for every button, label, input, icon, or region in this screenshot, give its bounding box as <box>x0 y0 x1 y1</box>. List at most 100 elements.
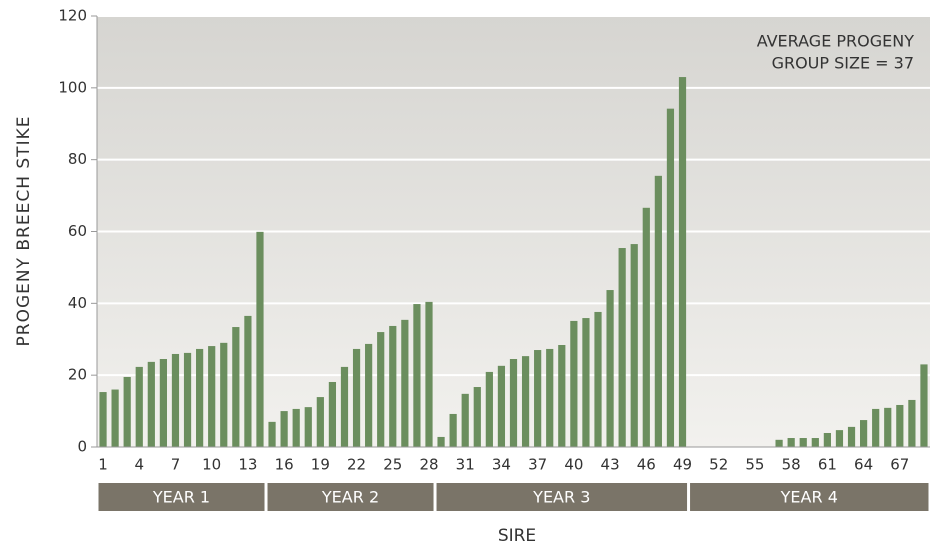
x-tick-label: 22 <box>347 456 366 474</box>
bar <box>425 301 433 447</box>
group-band <box>98 483 265 511</box>
x-tick-label: 31 <box>456 456 475 474</box>
x-tick-label: 16 <box>275 456 294 474</box>
bar <box>437 436 445 447</box>
bar <box>908 399 916 447</box>
x-tick-label: 1 <box>98 456 108 474</box>
bar <box>606 290 614 447</box>
x-tick-label: 49 <box>673 456 692 474</box>
x-tick-label: 46 <box>637 456 656 474</box>
x-tick-label: 19 <box>311 456 330 474</box>
bar <box>389 325 397 447</box>
bar <box>304 407 312 447</box>
x-tick-label: 61 <box>818 456 837 474</box>
x-tick-label: 43 <box>601 456 620 474</box>
bar <box>497 365 506 447</box>
bar <box>196 348 204 447</box>
group-band <box>267 483 434 511</box>
bar <box>208 346 216 447</box>
bar <box>521 356 530 447</box>
bar <box>123 376 131 447</box>
bar <box>558 344 566 447</box>
y-tick-label: 0 <box>77 438 87 456</box>
annotation: AVERAGE PROGENY <box>757 32 915 51</box>
bar <box>449 413 457 447</box>
bar <box>775 439 783 447</box>
y-tick-label: 60 <box>68 222 87 240</box>
y-tick-label: 100 <box>58 78 87 96</box>
bar <box>787 438 795 447</box>
x-tick-label: 64 <box>854 456 873 474</box>
bar <box>183 352 192 447</box>
bar <box>377 332 385 447</box>
x-tick-label: 67 <box>890 456 909 474</box>
bar <box>485 371 493 447</box>
bar <box>401 319 409 447</box>
bar <box>570 320 578 447</box>
bar <box>244 315 252 447</box>
x-axis-label: SIRE <box>498 526 536 546</box>
bar <box>823 432 831 447</box>
bar <box>99 392 107 447</box>
bar <box>135 366 143 447</box>
bar <box>618 248 626 447</box>
bar <box>280 411 288 447</box>
bar <box>147 361 155 447</box>
bar <box>171 353 180 447</box>
bar <box>920 364 928 447</box>
bar <box>268 421 276 447</box>
group-label: YEAR 3 <box>532 488 590 507</box>
y-tick-label: 120 <box>58 7 87 25</box>
bar <box>534 350 542 447</box>
y-tick-label: 80 <box>68 150 87 168</box>
bar <box>220 342 228 447</box>
x-tick-label: 58 <box>782 456 801 474</box>
bar <box>461 393 469 447</box>
group-label: YEAR 1 <box>152 488 210 507</box>
bar <box>799 438 807 447</box>
x-tick-label: 4 <box>134 456 144 474</box>
x-tick-label: 40 <box>564 456 583 474</box>
bar <box>666 108 675 447</box>
annotation: GROUP SIZE = 37 <box>772 54 914 73</box>
x-tick-label: 10 <box>202 456 221 474</box>
bar <box>811 438 819 447</box>
bar <box>884 407 892 447</box>
bar <box>328 381 337 447</box>
group-label: YEAR 2 <box>321 488 379 507</box>
bar <box>256 231 264 447</box>
group-band <box>436 483 688 511</box>
bar <box>292 408 300 447</box>
group-band <box>690 483 929 511</box>
bar <box>678 77 687 447</box>
bar <box>473 387 481 447</box>
bar <box>413 304 421 447</box>
bar <box>352 348 361 447</box>
bar <box>642 207 650 447</box>
bar <box>365 343 373 447</box>
x-tick-label: 7 <box>171 456 181 474</box>
bar <box>509 359 518 447</box>
bar <box>630 244 638 447</box>
y-tick-label: 40 <box>68 294 87 312</box>
x-tick-label: 37 <box>528 456 547 474</box>
bar <box>594 311 602 447</box>
x-tick-label: 34 <box>492 456 511 474</box>
bar <box>654 175 662 447</box>
bar <box>316 397 324 447</box>
x-tick-label: 55 <box>745 456 764 474</box>
bar <box>847 426 856 447</box>
bar <box>582 318 590 447</box>
bar <box>896 404 904 447</box>
bar <box>340 366 349 447</box>
y-tick-label: 20 <box>68 366 87 384</box>
x-tick-label: 52 <box>709 456 728 474</box>
bar <box>835 430 844 447</box>
y-axis-label: PROGENY BREECH STIKE <box>14 116 34 347</box>
group-label: YEAR 4 <box>780 488 838 507</box>
bar <box>872 408 880 447</box>
x-tick-label: 25 <box>383 456 402 474</box>
bar <box>232 327 240 447</box>
